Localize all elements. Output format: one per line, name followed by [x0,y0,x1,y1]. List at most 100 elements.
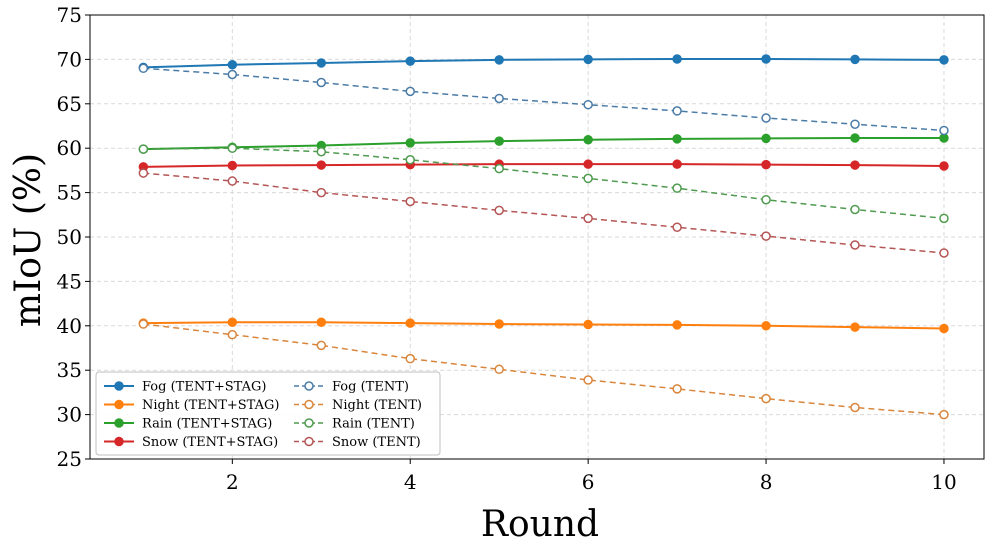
y-tick-label: 50 [57,225,82,249]
data-point [227,329,238,340]
data-point [761,231,771,241]
series-rain-tent-stag [138,133,949,154]
y-tick-label: 35 [57,358,82,382]
data-point [672,183,682,193]
data-point [583,319,593,330]
x-tick-label: 6 [582,470,595,494]
data-point [672,54,682,64]
data-point [316,187,327,198]
series-fog-tent [138,63,949,136]
data-point [316,317,327,327]
data-point [850,160,860,170]
data-point [939,248,949,258]
data-point [138,63,149,74]
data-point [761,159,771,170]
legend-marker [114,381,124,391]
data-point [494,55,504,65]
y-tick-label: 75 [57,3,82,27]
legend-label: Rain (TENT) [332,417,415,432]
x-axis-label: Round [481,504,599,544]
y-tick-label: 25 [57,447,82,471]
data-point [316,58,327,68]
data-point [494,205,504,216]
data-point [405,318,415,328]
axis-ticks: 25 30 35 40 45 50 55 60 65 70 75 2 4 6 8 10 [57,3,957,494]
data-point [850,322,860,332]
series-rain-tent [138,143,949,224]
legend-marker [114,436,124,447]
data-point [405,154,415,165]
data-point [761,393,771,404]
data-point [850,204,860,215]
data-point [761,54,771,64]
data-point [672,106,682,116]
data-point [672,222,682,232]
y-tick-label: 65 [57,92,82,116]
data-point [405,196,415,207]
data-point [227,160,238,171]
data-point [227,59,238,70]
legend-box [95,371,441,456]
legend-marker [304,418,314,428]
data-point [316,160,327,170]
data-point [850,133,860,143]
data-point [494,136,504,146]
data-point [850,119,860,129]
data-point [405,353,415,364]
series-line [143,136,944,151]
data-point [939,213,949,224]
data-point [494,93,504,104]
y-tick-label: 60 [57,136,82,160]
data-point [672,134,682,144]
legend-item: Night (TENT+STAG) [104,398,279,413]
y-axis-label: mIoU (%) [8,153,49,327]
series-line [143,147,945,220]
data-point [316,147,327,157]
series-snow-tent [138,168,949,258]
legend-label: Night (TENT) [332,398,422,413]
legend-item: Snow (TENT+STAG) [104,435,278,450]
legend-marker [304,399,314,410]
legend-marker [304,436,314,447]
series-line [143,323,945,416]
data-point [761,194,771,205]
grid [90,14,984,460]
x-tick-label: 8 [760,470,773,494]
legend-item: Fog (TENT) [294,380,409,395]
data-point [405,56,415,66]
data-point [494,163,504,174]
x-tick-label: 4 [404,470,417,494]
data-point [405,86,415,97]
legend-item: Snow (TENT) [294,435,421,450]
y-tick-label: 55 [57,181,82,205]
series-night-tent [138,319,949,420]
data-point [494,364,504,375]
legend-label: Night (TENT+STAG) [142,398,279,413]
data-point [672,320,682,330]
data-point [761,321,771,331]
series-line [143,321,944,330]
data-point [939,161,949,171]
y-tick-label: 70 [57,47,82,71]
data-point [138,144,149,154]
data-point [583,375,593,385]
legend-item: Night (TENT) [294,398,422,413]
legend-label: Fog (TENT+STAG) [142,380,266,395]
data-point [939,323,949,334]
data-point [583,159,593,169]
data-point [227,143,238,153]
series-line [143,57,944,69]
legend-item: Rain (TENT) [294,417,415,432]
data-point [494,319,504,329]
legend-marker [114,418,124,428]
legend-label: Snow (TENT+STAG) [142,435,278,450]
data-point [939,409,949,420]
data-point [583,173,593,184]
legend-marker [304,381,314,391]
legend-item: Fog (TENT+STAG) [104,380,266,395]
data-point [672,159,682,169]
x-tick-label: 10 [931,470,956,494]
data-point [583,213,593,224]
data-point [850,402,860,413]
data-point [138,168,149,178]
